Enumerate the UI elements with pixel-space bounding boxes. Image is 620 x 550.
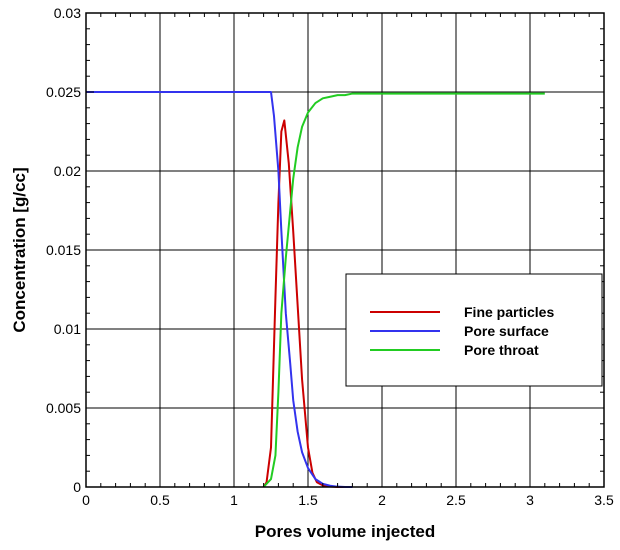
y-tick-label: 0.01 [54,321,81,337]
y-tick-label: 0.025 [46,84,81,100]
series-line-pore-surface [86,91,353,488]
x-tick-label: 2 [378,492,386,508]
grid [86,13,604,487]
legend-label-pore-surface: Pore surface [464,323,549,339]
ticks: 0 0.5 1 1.5 2 2.5 3 3.5 0 0.005 0.01 0.015 0.02 0.025… [46,5,614,508]
legend-label-fine-particles: Fine particles [464,304,554,320]
y-axis-title: Concentration [g/cc] [10,167,29,332]
x-tick-label: 3 [526,492,534,508]
y-tick-label: 0 [73,479,81,495]
series-line-pore-throat [262,92,545,488]
legend-label-pore-throat: Pore throat [464,342,539,358]
x-tick-label: 1.5 [298,492,318,508]
y-tick-label: 0.015 [46,242,81,258]
x-tick-label: 3.5 [594,492,614,508]
x-tick-label: 0 [82,492,90,508]
x-tick-label: 1 [230,492,238,508]
y-tick-label: 0.005 [46,400,81,416]
legend: Fine particles Pore surface Pore throat [345,273,603,387]
y-tick-label: 0.02 [54,163,81,179]
x-axis-title: Pores volume injected [255,522,435,541]
x-tick-label: 0.5 [150,492,170,508]
y-tick-label: 0.03 [54,5,81,21]
x-tick-label: 2.5 [446,492,466,508]
